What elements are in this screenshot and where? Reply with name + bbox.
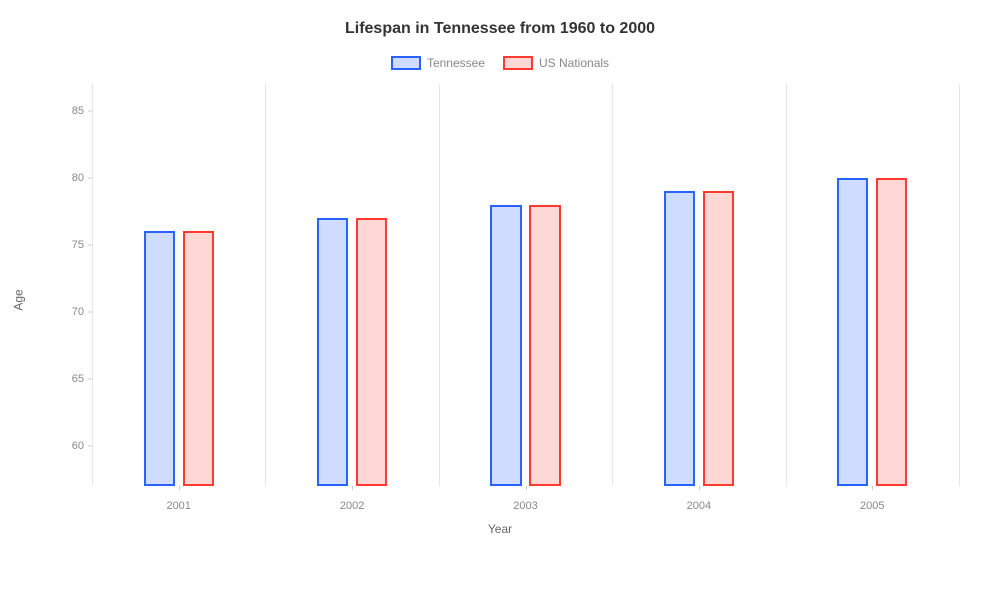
y-tick-label: 80 [52,172,84,184]
x-tick-mark [699,486,700,490]
y-tick-label: 70 [52,306,84,318]
y-tick-label: 75 [52,239,84,251]
gridline [959,84,960,486]
x-tick-label: 2005 [860,500,884,512]
legend-label: Tennessee [427,56,485,70]
chart-container: Lifespan in Tennessee from 1960 to 2000 … [0,0,1000,600]
legend-item: Tennessee [391,56,485,70]
x-tick-mark [352,486,353,490]
bar-tennessee [144,231,175,486]
bar-us-nationals [356,218,387,486]
gridline [439,84,440,486]
x-tick-mark [526,486,527,490]
x-tick-label: 2003 [513,500,537,512]
legend-item: US Nationals [503,56,609,70]
plot-wrap: 60657075808520012002200320042005 [92,84,960,514]
bar-us-nationals [183,231,214,486]
y-tick-label: 85 [52,105,84,117]
gridline [612,84,613,486]
y-axis-label: Age [12,289,26,310]
y-tick-label: 65 [52,373,84,385]
x-axis-label: Year [30,522,970,536]
legend-swatch [391,56,421,70]
x-tick-label: 2002 [340,500,364,512]
bar-tennessee [664,191,695,486]
bar-tennessee [490,205,521,486]
x-tick-mark [179,486,180,490]
x-tick-mark [872,486,873,490]
bar-us-nationals [703,191,734,486]
bar-us-nationals [876,178,907,486]
legend-swatch [503,56,533,70]
gridline [92,84,93,486]
bar-us-nationals [529,205,560,486]
y-tick-label: 60 [52,440,84,452]
chart-title: Lifespan in Tennessee from 1960 to 2000 [30,20,970,38]
x-tick-label: 2001 [166,500,190,512]
bar-tennessee [837,178,868,486]
gridline [786,84,787,486]
x-tick-label: 2004 [687,500,711,512]
plot-area: 60657075808520012002200320042005 [92,84,960,486]
gridline [265,84,266,486]
bar-tennessee [317,218,348,486]
legend-label: US Nationals [539,56,609,70]
chart-legend: Tennessee US Nationals [30,56,970,70]
